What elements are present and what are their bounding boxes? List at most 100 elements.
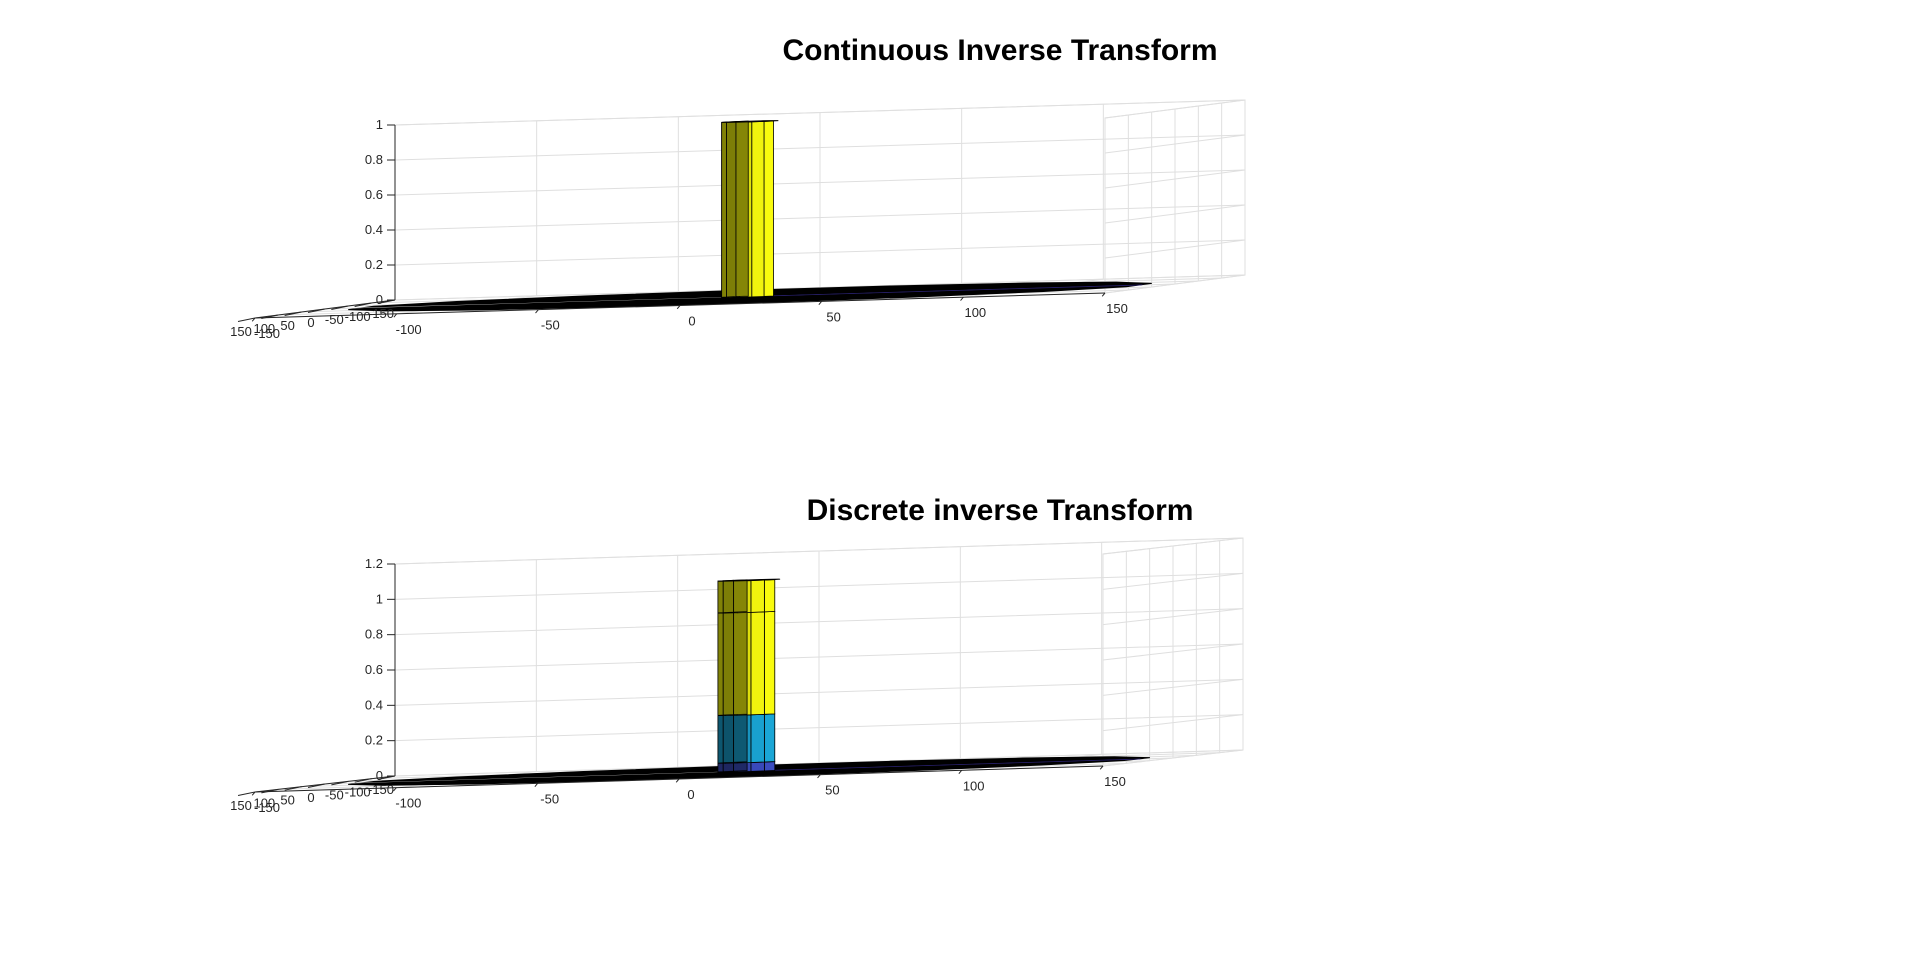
cylinder-top	[721, 120, 779, 123]
y-tick-label: -100	[345, 785, 371, 800]
z-tick-label: 0.2	[365, 257, 383, 272]
z-tick-label: 0	[376, 292, 383, 307]
y-tick-mark	[307, 783, 326, 789]
x-tick-mark	[535, 309, 539, 314]
y-gridline	[394, 100, 1246, 301]
x-tick-label: 100	[964, 305, 986, 320]
y-tick-label: 100	[253, 321, 275, 336]
y-tick-label: -100	[345, 309, 371, 324]
cylinder-face	[717, 762, 724, 773]
y-tick-mark	[237, 791, 256, 797]
y-tick-mark	[354, 302, 372, 307]
y-tick-label: 0	[307, 790, 314, 805]
x-tick-mark	[818, 301, 823, 306]
z-tick-label: 0.2	[365, 733, 383, 748]
y-tick-label: -150	[368, 306, 394, 321]
cylinder-face	[763, 713, 776, 763]
y-tick-mark	[331, 780, 349, 786]
cylinder-face	[722, 714, 735, 764]
x-tick-label: -50	[540, 791, 559, 806]
x-tick-mark	[675, 778, 680, 783]
x-tick-mark	[251, 791, 256, 796]
x-tick-mark	[676, 305, 681, 310]
y-tick-mark	[237, 317, 256, 322]
x-tick-mark	[393, 313, 398, 318]
y-tick-mark	[284, 786, 302, 791]
cylinder-face	[763, 120, 774, 297]
y-tick-label: -50	[325, 787, 344, 802]
x-tick-label: -150	[254, 326, 280, 341]
y-tick-label: 150	[230, 798, 252, 813]
x-tick-mark	[1101, 292, 1106, 297]
surface-seam	[351, 296, 751, 309]
cylinder-face	[722, 611, 735, 716]
plot-title: Continuous Inverse Transform	[782, 34, 1217, 67]
z-tick-label: 0.6	[365, 187, 383, 202]
y-tick-mark	[261, 314, 279, 319]
z-tick-label: 0.8	[365, 152, 383, 167]
z-tick-label: 0.4	[365, 222, 383, 237]
y-tick-mark	[354, 778, 372, 783]
x-tick-mark	[960, 296, 964, 301]
cylinder-face	[717, 612, 724, 716]
cylinder-top	[717, 578, 781, 582]
cylinder-face	[717, 714, 724, 764]
cylinder-face	[721, 121, 727, 298]
x-tick-label: 0	[687, 787, 694, 802]
x-tick-mark	[534, 783, 539, 787]
cylinder-face	[735, 120, 749, 297]
surface	[348, 578, 1150, 786]
y-tick-mark	[377, 299, 396, 304]
x-tick-label: -150	[254, 800, 280, 815]
peak-cylinder	[721, 120, 779, 299]
y-tick-label: 50	[280, 793, 294, 808]
surface	[348, 120, 1152, 312]
cylinder-face	[717, 580, 724, 614]
y-tick-mark	[331, 305, 349, 310]
y-tick-label: -150	[368, 782, 394, 797]
x-tick-label: -50	[541, 318, 560, 333]
cylinder-face	[733, 579, 748, 613]
cylinder-face	[751, 121, 765, 298]
y-tick-mark	[377, 775, 396, 781]
x-tick-mark	[1099, 765, 1104, 770]
y-tick-label: 150	[230, 324, 252, 339]
y-tick-mark	[307, 308, 326, 313]
cylinder-face	[750, 611, 765, 716]
cylinder-face	[763, 610, 776, 715]
y-tick-label: -50	[325, 312, 344, 327]
x-tick-label: 150	[1106, 301, 1128, 316]
cylinder-face	[726, 121, 737, 298]
x-tick-label: -100	[395, 796, 421, 811]
z-tick-label: 1.2	[365, 556, 383, 571]
plot-title: Discrete inverse Transform	[807, 494, 1194, 527]
x-tick-label: 50	[826, 309, 840, 324]
y-tick-mark	[284, 311, 302, 316]
x-tick-label: 50	[825, 783, 839, 798]
cylinder-face	[733, 611, 748, 716]
x-tick-label: 100	[963, 778, 985, 793]
z-tick-label: 0.6	[365, 662, 383, 677]
z-tick-label: 0.4	[365, 697, 383, 712]
cylinder-face	[763, 761, 776, 772]
peak-cylinder	[717, 578, 781, 773]
z-tick-label: 1	[376, 591, 383, 606]
surface-seam	[351, 770, 750, 784]
y-gridline	[394, 538, 1244, 777]
x-tick-label: 0	[688, 314, 695, 329]
cylinder-face	[763, 579, 776, 613]
y-tick-label: 100	[253, 795, 275, 810]
x-tick-mark	[817, 774, 821, 779]
x-tick-mark	[251, 317, 256, 322]
x-tick-mark	[393, 787, 397, 792]
cylinder-face	[750, 579, 765, 613]
y-tick-label: 50	[280, 318, 294, 333]
cylinder-face	[722, 761, 735, 773]
z-tick-label: 0	[376, 768, 383, 783]
